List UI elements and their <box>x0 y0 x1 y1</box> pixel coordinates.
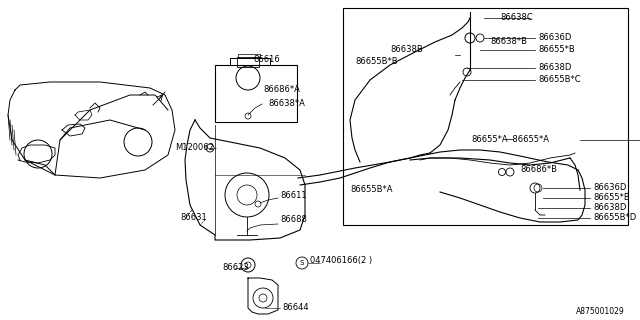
Text: 86688: 86688 <box>280 215 307 225</box>
Text: 86686*B: 86686*B <box>520 165 557 174</box>
Text: 86623: 86623 <box>222 263 249 273</box>
Text: 86616: 86616 <box>253 55 280 65</box>
Text: 047406166(2 ): 047406166(2 ) <box>310 255 372 265</box>
Text: 86636D: 86636D <box>593 183 627 193</box>
Text: 86655B*C: 86655B*C <box>538 76 580 84</box>
Text: 86611: 86611 <box>280 190 307 199</box>
Text: S: S <box>299 260 303 266</box>
Bar <box>237 57 259 67</box>
Text: A875001029: A875001029 <box>576 308 625 316</box>
Text: 86655B*D: 86655B*D <box>593 213 636 222</box>
Text: 86655B*B: 86655B*B <box>355 58 397 67</box>
Text: 86655B*A: 86655B*A <box>350 186 392 195</box>
Text: —86655*A: —86655*A <box>505 135 550 145</box>
Text: 86655*B: 86655*B <box>538 45 575 54</box>
Bar <box>343 8 628 225</box>
Text: M120062: M120062 <box>175 143 214 153</box>
Text: 86636D: 86636D <box>538 34 572 43</box>
Text: 86638B: 86638B <box>390 45 423 54</box>
Text: 86655*A: 86655*A <box>472 135 508 145</box>
Text: 86638C: 86638C <box>500 13 532 22</box>
Text: 86631: 86631 <box>180 213 207 222</box>
Text: 86655*B: 86655*B <box>593 194 630 203</box>
Text: 86638*B: 86638*B <box>490 37 527 46</box>
Text: 86638*A: 86638*A <box>268 100 305 108</box>
Text: 86686*A: 86686*A <box>263 85 300 94</box>
Text: 86638D: 86638D <box>538 63 572 73</box>
Text: 86638D: 86638D <box>593 204 627 212</box>
Bar <box>215 65 297 122</box>
Text: 86644: 86644 <box>282 303 308 313</box>
